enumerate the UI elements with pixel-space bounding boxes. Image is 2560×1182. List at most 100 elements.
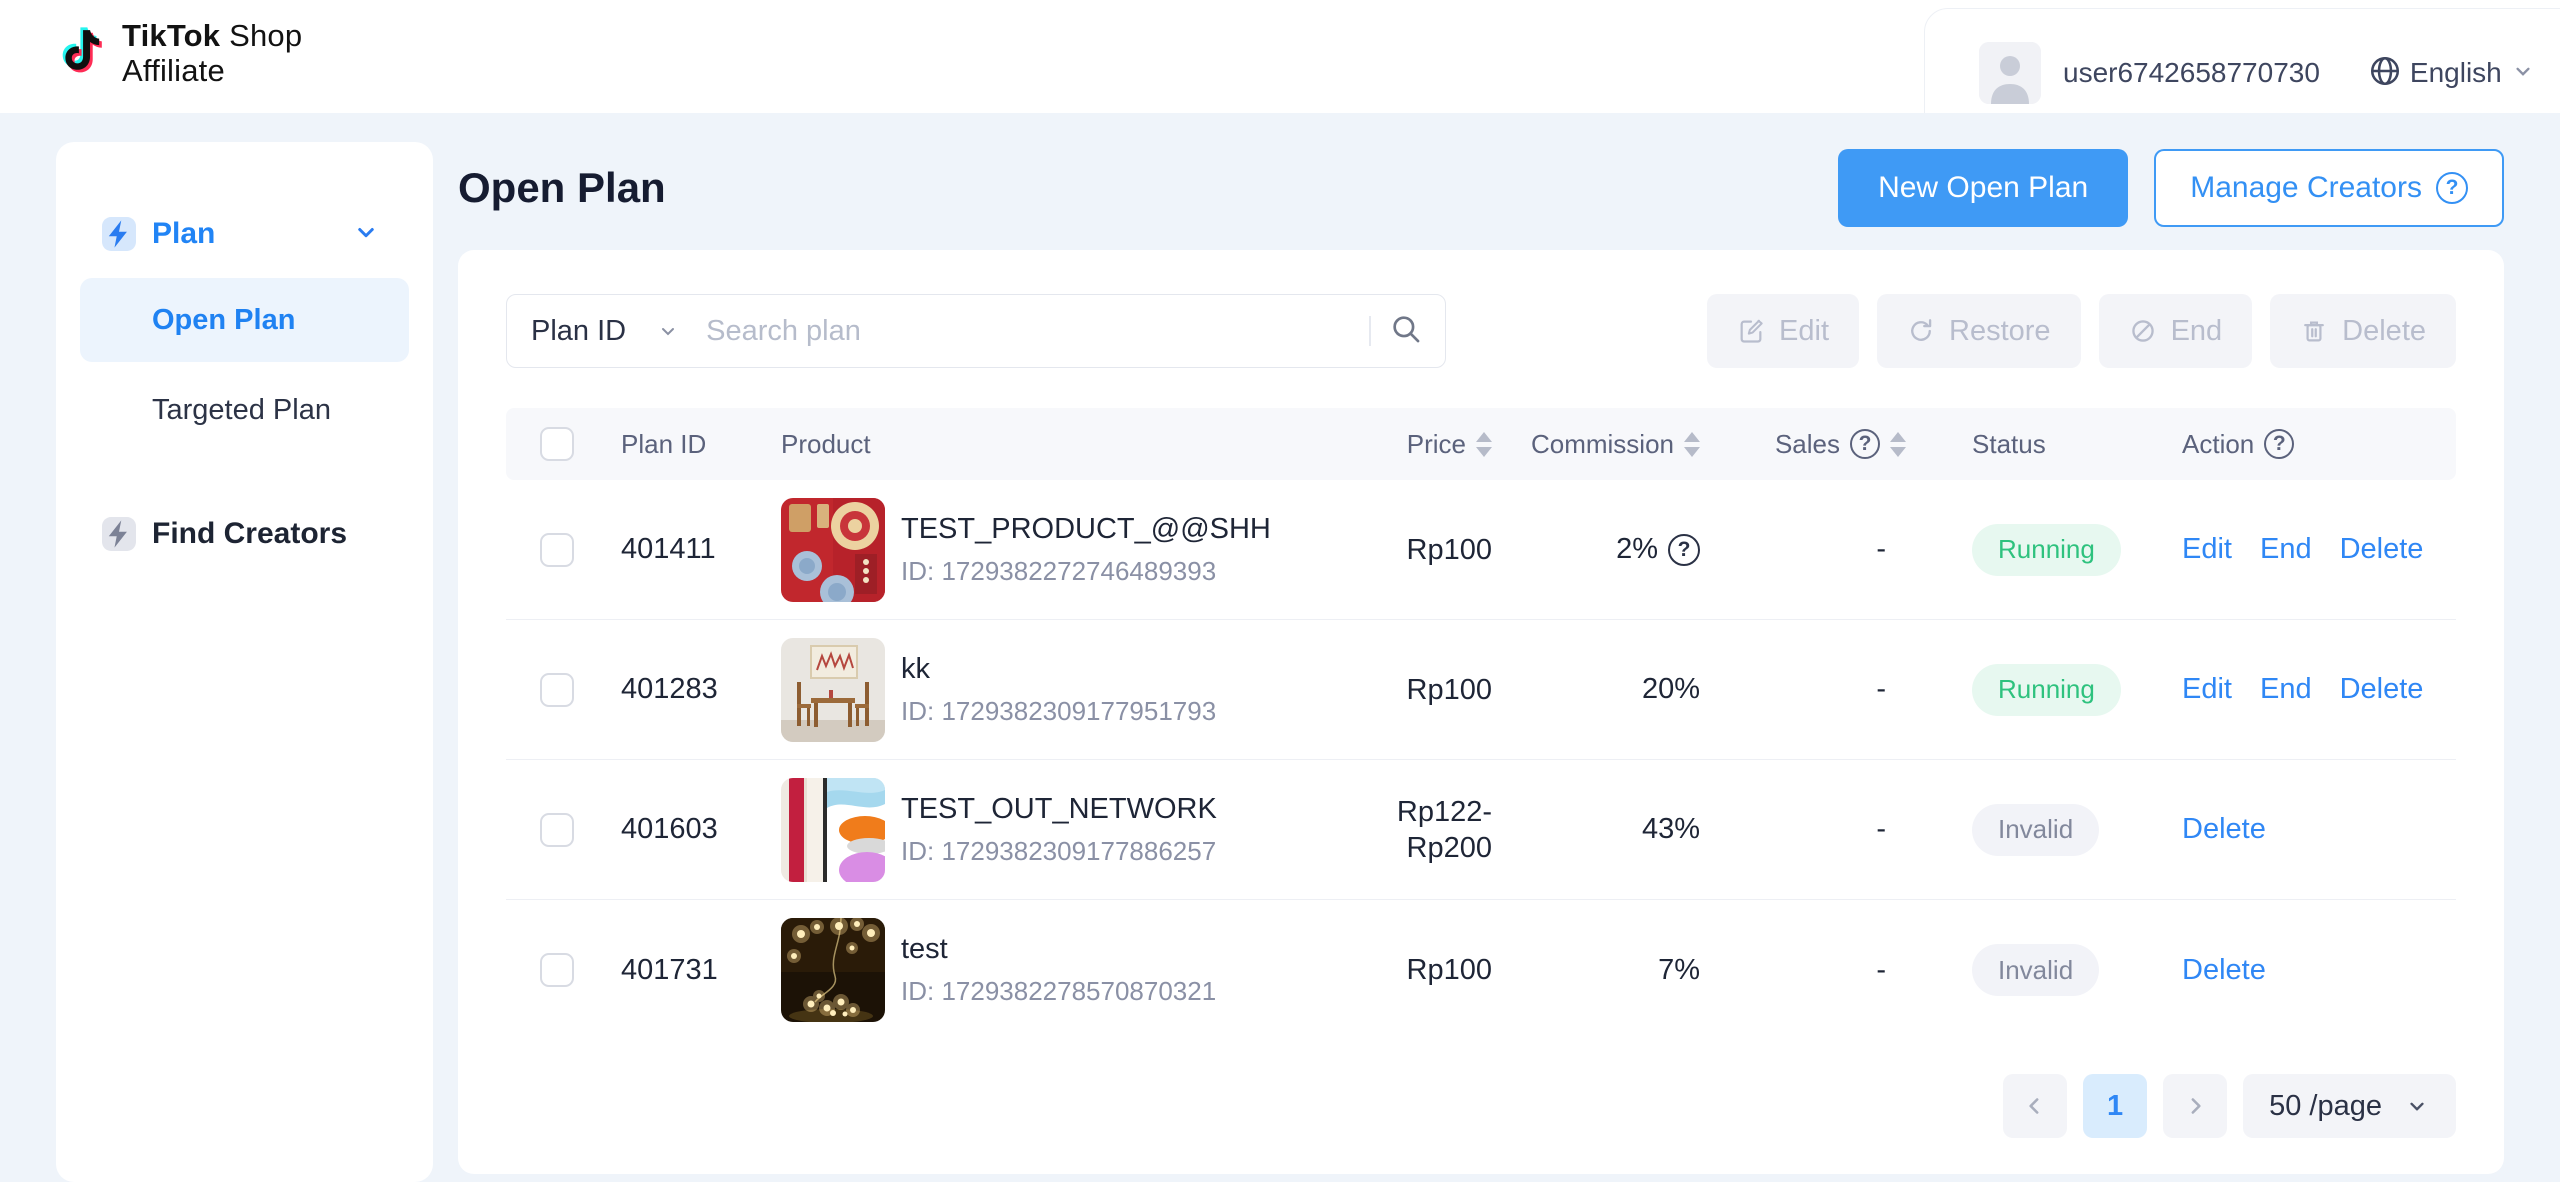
col-commission: Commission — [1530, 428, 1674, 459]
page-size-value: 50 /page — [2269, 1089, 2382, 1122]
avatar[interactable] — [1979, 42, 2041, 104]
chevron-down-icon — [662, 328, 675, 336]
sales-sort-icon[interactable] — [1890, 431, 1906, 457]
status-badge: Running — [1972, 523, 2121, 576]
current-page[interactable]: 1 — [2083, 1074, 2148, 1138]
restore-icon — [1911, 319, 1932, 341]
col-price: Price — [1406, 428, 1466, 459]
next-page-button[interactable] — [2163, 1074, 2228, 1138]
product-id: ID: 1729382278570870321 — [901, 976, 1217, 1006]
brand-text: TikTok Shop Affiliate — [122, 18, 302, 88]
bulk-edit-label: Edit — [1779, 314, 1830, 347]
col-status: Status — [1972, 428, 2046, 459]
bulk-end-button[interactable]: End — [2098, 294, 2253, 368]
search-field-selector[interactable]: Plan ID — [507, 315, 706, 348]
product-id: ID: 1729382309177886257 — [901, 835, 1217, 866]
row-checkbox[interactable] — [540, 672, 574, 707]
sales-question-icon[interactable]: ? — [1850, 429, 1880, 459]
commission-sort-icon[interactable] — [1684, 431, 1700, 457]
product-id: ID: 1729382272746489393 — [901, 555, 1217, 586]
sidebar-item-open-plan-label: Open Plan — [152, 303, 296, 336]
open-plan-card: Plan ID Ed — [458, 250, 2504, 1174]
language-label: English — [2409, 57, 2502, 88]
product-name: TEST_OUT_NETWORK — [901, 792, 1217, 825]
trash-icon — [2304, 321, 2325, 342]
search-field-value: Plan ID — [531, 314, 627, 347]
row-checkbox[interactable] — [540, 532, 574, 567]
globe-icon — [2368, 54, 2402, 93]
table-header: Plan ID Product Price Commission Sales ?… — [506, 408, 2456, 480]
delete-link[interactable]: Delete — [2182, 953, 2266, 986]
sidebar-item-targeted-plan[interactable]: Targeted Plan — [80, 368, 409, 452]
delete-link[interactable]: Delete — [2339, 533, 2424, 565]
commission: 20% — [1641, 673, 1700, 705]
product-image — [781, 497, 885, 602]
plan-id: 401411 — [621, 533, 716, 565]
select-all-checkbox[interactable] — [540, 427, 574, 461]
new-open-plan-button[interactable]: New Open Plan — [1838, 149, 2129, 227]
price: Rp100 — [1406, 533, 1492, 566]
edit-link[interactable]: Edit — [2182, 673, 2232, 705]
user-panel: user6742658770730 English — [1924, 8, 2560, 113]
delete-link[interactable]: Delete — [2339, 673, 2424, 705]
manage-creators-label: Manage Creators — [2190, 171, 2422, 204]
bulk-actions: Edit Restore End — [1707, 294, 2456, 368]
sales: - — [1876, 673, 1886, 705]
main-content: Open Plan New Open Plan Manage Creators … — [458, 142, 2504, 1174]
search-icon[interactable] — [1389, 312, 1423, 351]
brand-shop: Shop — [220, 18, 303, 53]
product-image — [781, 918, 885, 1022]
manage-creators-button[interactable]: Manage Creators ? — [2154, 149, 2504, 227]
price-line2: Rp200 — [1406, 831, 1492, 864]
commission: 43% — [1641, 813, 1700, 845]
sidebar-item-find-creators-label: Find Creators — [152, 517, 348, 550]
price: Rp100 — [1406, 954, 1492, 986]
end-icon — [2131, 320, 2154, 342]
product-image — [781, 777, 885, 882]
language-selector[interactable]: English — [2368, 54, 2536, 93]
col-product: Product — [781, 428, 871, 459]
commission: 2% — [1616, 533, 1658, 565]
page-size-selector[interactable]: 50 /page — [2243, 1074, 2456, 1138]
plan-id: 401283 — [621, 673, 718, 705]
bulk-end-label: End — [2170, 314, 2223, 347]
product-name: test — [901, 933, 948, 965]
prev-page-button[interactable] — [2003, 1074, 2068, 1138]
bulk-delete-button[interactable]: Delete — [2270, 294, 2456, 368]
search-input[interactable] — [706, 314, 1369, 348]
product-name: TEST_PRODUCT_@@SHH — [901, 512, 1271, 545]
sidebar-item-find-creators[interactable]: Find Creators — [56, 504, 433, 564]
sidebar-item-open-plan[interactable]: Open Plan — [80, 278, 409, 362]
page-title: Open Plan — [458, 164, 666, 211]
commission-question-icon[interactable]: ? — [1668, 533, 1700, 566]
table-row: 401603 — [506, 760, 2456, 900]
table-row: 401731 — [506, 900, 2456, 1040]
plans-table: Plan ID Product Price Commission Sales ?… — [506, 408, 2456, 1040]
plan-icon — [102, 217, 136, 251]
brand-tiktok: TikTok — [122, 18, 221, 53]
action-question-icon[interactable]: ? — [2264, 429, 2295, 459]
row-checkbox[interactable] — [540, 953, 574, 987]
bulk-restore-button[interactable]: Restore — [1877, 294, 2081, 368]
delete-link[interactable]: Delete — [2182, 813, 2266, 845]
username[interactable]: user6742658770730 — [2063, 57, 2320, 88]
sales: - — [1876, 533, 1886, 565]
end-link[interactable]: End — [2259, 533, 2312, 565]
edit-icon — [1740, 319, 1763, 343]
bulk-delete-label: Delete — [2342, 314, 2426, 347]
search-box: Plan ID — [506, 294, 1446, 368]
chevron-down-icon — [2510, 58, 2536, 89]
end-link[interactable]: End — [2259, 673, 2312, 705]
plan-id: 401603 — [621, 813, 718, 845]
edit-link[interactable]: Edit — [2182, 533, 2232, 565]
chevron-down-icon — [351, 217, 381, 252]
sales: - — [1876, 813, 1886, 845]
bulk-edit-button[interactable]: Edit — [1707, 294, 1860, 368]
sales: - — [1876, 953, 1886, 986]
price-sort-icon[interactable] — [1476, 431, 1492, 457]
row-checkbox[interactable] — [540, 812, 574, 847]
question-circle-icon: ? — [2436, 172, 2468, 204]
status-badge: Invalid — [1972, 944, 2100, 996]
sidebar-item-plan[interactable]: Plan — [56, 204, 433, 264]
product-id: ID: 1729382309177951793 — [901, 695, 1217, 726]
